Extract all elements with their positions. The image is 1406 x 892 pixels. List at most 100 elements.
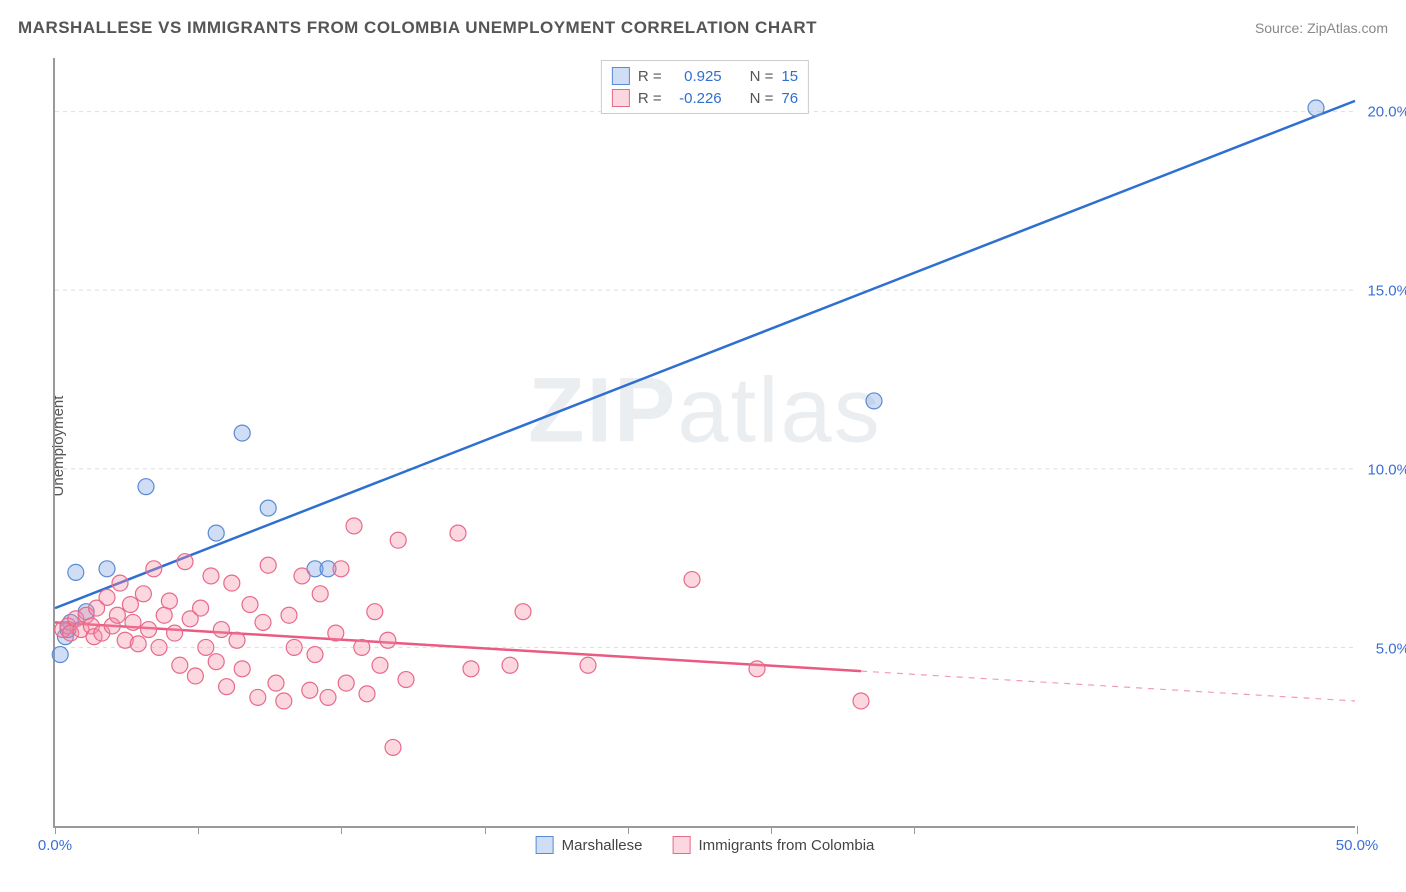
data-point bbox=[866, 393, 882, 409]
data-point bbox=[234, 425, 250, 441]
chart-svg bbox=[55, 58, 1355, 826]
x-tick-mark bbox=[914, 826, 915, 834]
data-point bbox=[138, 479, 154, 495]
legend-swatch bbox=[612, 89, 630, 107]
legend-swatch bbox=[536, 836, 554, 854]
data-point bbox=[135, 586, 151, 602]
data-point bbox=[52, 647, 68, 663]
x-tick-mark bbox=[341, 826, 342, 834]
legend-swatch bbox=[672, 836, 690, 854]
series-legend-item: Marshallese bbox=[536, 836, 643, 854]
legend-n-value: 76 bbox=[781, 90, 798, 107]
data-point bbox=[161, 593, 177, 609]
legend-n-label: N = bbox=[750, 90, 774, 107]
data-point bbox=[99, 589, 115, 605]
data-point bbox=[268, 675, 284, 691]
data-point bbox=[294, 568, 310, 584]
x-tick-mark bbox=[628, 826, 629, 834]
data-point bbox=[177, 554, 193, 570]
data-point bbox=[146, 561, 162, 577]
series-legend: Marshallese Immigrants from Colombia bbox=[536, 836, 875, 854]
x-tick-mark bbox=[198, 826, 199, 834]
data-point bbox=[250, 689, 266, 705]
y-tick-label: 20.0% bbox=[1367, 103, 1406, 120]
data-point bbox=[156, 607, 172, 623]
chart-title: MARSHALLESE VS IMMIGRANTS FROM COLOMBIA … bbox=[18, 18, 817, 38]
legend-r-value: 0.925 bbox=[670, 68, 722, 85]
data-point bbox=[346, 518, 362, 534]
data-point bbox=[112, 575, 128, 591]
data-point bbox=[208, 654, 224, 670]
data-point bbox=[372, 657, 388, 673]
legend-r-value: -0.226 bbox=[670, 90, 722, 107]
x-tick-label: 0.0% bbox=[38, 837, 72, 854]
data-point bbox=[450, 525, 466, 541]
x-tick-mark bbox=[771, 826, 772, 834]
y-tick-label: 5.0% bbox=[1376, 640, 1406, 657]
data-point bbox=[320, 689, 336, 705]
data-point bbox=[151, 639, 167, 655]
legend-n-value: 15 bbox=[781, 68, 798, 85]
y-tick-label: 10.0% bbox=[1367, 461, 1406, 478]
data-point bbox=[187, 668, 203, 684]
data-point bbox=[398, 672, 414, 688]
data-point bbox=[385, 739, 401, 755]
legend-swatch bbox=[612, 67, 630, 85]
data-point bbox=[286, 639, 302, 655]
data-point bbox=[1308, 100, 1324, 116]
x-tick-mark bbox=[485, 826, 486, 834]
data-point bbox=[684, 572, 700, 588]
data-point bbox=[302, 682, 318, 698]
data-point bbox=[276, 693, 292, 709]
data-point bbox=[68, 564, 84, 580]
data-point bbox=[229, 632, 245, 648]
data-point bbox=[390, 532, 406, 548]
data-point bbox=[338, 675, 354, 691]
correlation-legend: R = 0.925 N = 15 R = -0.226 N = 76 bbox=[601, 60, 809, 114]
data-point bbox=[260, 500, 276, 516]
data-point bbox=[359, 686, 375, 702]
legend-r-label: R = bbox=[638, 90, 662, 107]
source-attribution: Source: ZipAtlas.com bbox=[1255, 20, 1388, 36]
x-tick-mark bbox=[1357, 826, 1358, 834]
data-point bbox=[853, 693, 869, 709]
data-point bbox=[234, 661, 250, 677]
x-tick-mark bbox=[55, 826, 56, 834]
legend-n-label: N = bbox=[750, 68, 774, 85]
x-tick-label: 50.0% bbox=[1336, 837, 1379, 854]
data-point bbox=[172, 657, 188, 673]
correlation-legend-row: R = -0.226 N = 76 bbox=[612, 87, 798, 109]
series-name: Marshallese bbox=[562, 837, 643, 854]
data-point bbox=[463, 661, 479, 677]
data-point bbox=[260, 557, 276, 573]
data-point bbox=[242, 597, 258, 613]
data-point bbox=[130, 636, 146, 652]
data-point bbox=[380, 632, 396, 648]
data-point bbox=[109, 607, 125, 623]
data-point bbox=[141, 622, 157, 638]
data-point bbox=[219, 679, 235, 695]
data-point bbox=[354, 639, 370, 655]
data-point bbox=[213, 622, 229, 638]
data-point bbox=[125, 614, 141, 630]
series-name: Immigrants from Colombia bbox=[698, 837, 874, 854]
correlation-legend-row: R = 0.925 N = 15 bbox=[612, 65, 798, 87]
series-legend-item: Immigrants from Colombia bbox=[672, 836, 874, 854]
data-point bbox=[255, 614, 271, 630]
legend-r-label: R = bbox=[638, 68, 662, 85]
data-point bbox=[307, 647, 323, 663]
data-point bbox=[749, 661, 765, 677]
data-point bbox=[367, 604, 383, 620]
data-point bbox=[99, 561, 115, 577]
data-point bbox=[580, 657, 596, 673]
data-point bbox=[281, 607, 297, 623]
data-point bbox=[328, 625, 344, 641]
data-point bbox=[203, 568, 219, 584]
y-tick-label: 15.0% bbox=[1367, 282, 1406, 299]
plot-area: ZIPatlas R =0.925N =15R =-0.226N =76 Mar… bbox=[53, 58, 1355, 828]
data-point bbox=[193, 600, 209, 616]
data-point bbox=[167, 625, 183, 641]
data-point bbox=[312, 586, 328, 602]
data-point bbox=[224, 575, 240, 591]
data-point bbox=[515, 604, 531, 620]
